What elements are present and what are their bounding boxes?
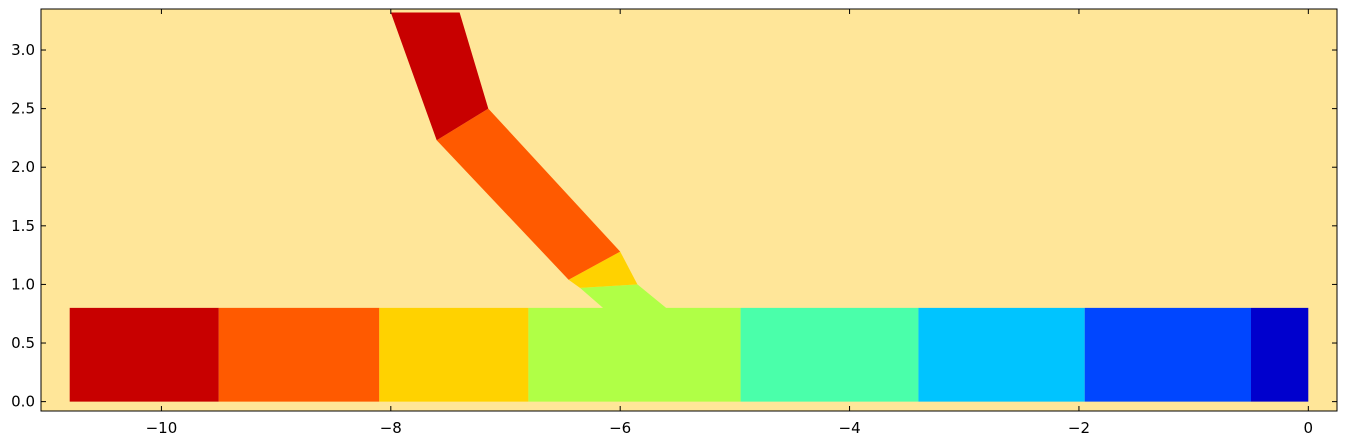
x-tick-label: −6 [609, 419, 631, 437]
region-6 [1084, 307, 1251, 402]
region-8 [568, 251, 638, 288]
region-10 [390, 12, 489, 141]
ticks-layer: −10 −8 −6 −4 −2 0 0.0 0.5 1.0 1.5 2.0 2.5 3.0 [11, 9, 1337, 437]
region-2 [379, 307, 529, 402]
x-tick-label: −10 [146, 419, 178, 437]
plot-frame [40, 8, 1338, 412]
region-9 [436, 108, 621, 280]
y-tick-label: 3.0 [11, 41, 35, 59]
x-tick-label: −2 [1068, 419, 1090, 437]
x-tick-label: −8 [380, 419, 402, 437]
region-7 [1251, 307, 1309, 402]
region-4 [740, 307, 919, 402]
region-5 [918, 307, 1085, 402]
y-tick-label: 1.5 [11, 217, 35, 235]
y-tick-label: 0.5 [11, 334, 35, 352]
x-tick-label: −4 [839, 419, 861, 437]
region-0 [69, 307, 219, 402]
y-tick-label: 1.0 [11, 275, 35, 293]
region-1 [218, 307, 380, 402]
regions-layer [69, 12, 1309, 402]
x-tick-label: 0 [1304, 419, 1314, 437]
y-tick-label: 0.0 [11, 393, 35, 411]
y-tick-label: 2.5 [11, 100, 35, 118]
y-tick-label: 2.0 [11, 158, 35, 176]
region-3 [528, 284, 741, 402]
